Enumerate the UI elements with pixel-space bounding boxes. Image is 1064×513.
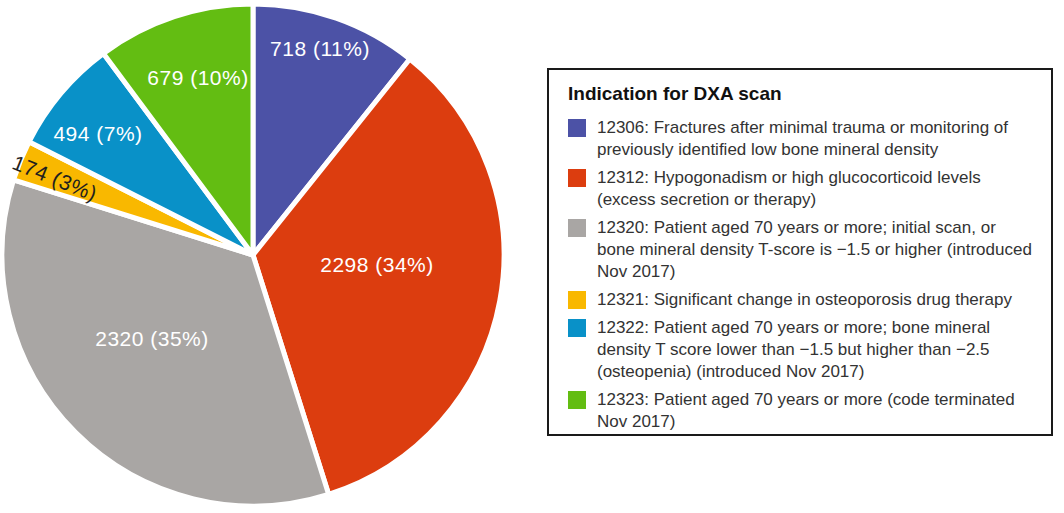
legend-item-12312: 12312: Hypogonadism or high glucocortico… <box>568 167 1037 211</box>
legend-label-12323: 12323: Patient aged 70 years or more (co… <box>597 389 1037 433</box>
legend-swatch-12322 <box>568 319 586 337</box>
legend-swatch-12312 <box>568 169 586 187</box>
legend-label-12306: 12306: Fractures after minimal trauma or… <box>597 117 1037 161</box>
legend-label-12321: 12321: Significant change in osteoporosi… <box>597 289 1012 311</box>
legend-swatch-12306 <box>568 119 586 137</box>
legend-swatch-12320 <box>568 219 586 237</box>
legend-item-12320: 12320: Patient aged 70 years or more; in… <box>568 217 1037 283</box>
legend-item-12322: 12322: Patient aged 70 years or more; bo… <box>568 317 1037 383</box>
legend-swatch-12323 <box>568 391 586 409</box>
pie-data-label-12306: 718 (11%) <box>270 37 370 60</box>
legend-title: Indication for DXA scan <box>568 83 1037 105</box>
legend-label-12320: 12320: Patient aged 70 years or more; in… <box>597 217 1037 283</box>
legend-item-12306: 12306: Fractures after minimal trauma or… <box>568 117 1037 161</box>
legend-box: Indication for DXA scan 12306: Fractures… <box>547 68 1053 436</box>
legend-swatch-12321 <box>568 291 586 309</box>
pie-chart: 718 (11%)2298 (34%)2320 (35%)174 (3%)494… <box>0 0 530 513</box>
pie-data-label-12323: 679 (10%) <box>147 66 248 89</box>
legend-item-12321: 12321: Significant change in osteoporosi… <box>568 289 1037 311</box>
pie-data-label-12322: 494 (7%) <box>53 122 142 145</box>
legend-items: 12306: Fractures after minimal trauma or… <box>568 117 1037 433</box>
legend-label-12322: 12322: Patient aged 70 years or more; bo… <box>597 317 1037 383</box>
legend-label-12312: 12312: Hypogonadism or high glucocortico… <box>597 167 1037 211</box>
pie-data-label-12312: 2298 (34%) <box>320 253 434 276</box>
pie-chart-svg: 718 (11%)2298 (34%)2320 (35%)174 (3%)494… <box>0 0 530 513</box>
pie-data-label-12320: 2320 (35%) <box>95 327 209 350</box>
legend-item-12323: 12323: Patient aged 70 years or more (co… <box>568 389 1037 433</box>
